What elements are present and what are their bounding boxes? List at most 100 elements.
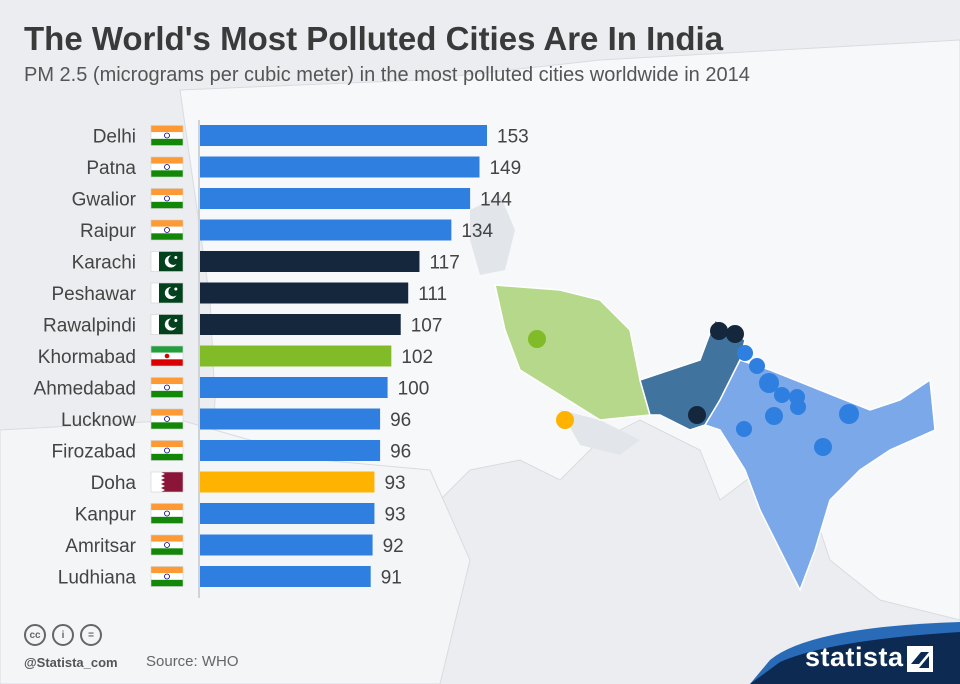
- value-label: 96: [390, 442, 411, 463]
- bar: [200, 188, 471, 209]
- flag-icon-pakistan: [150, 251, 184, 272]
- bar: [200, 125, 487, 146]
- value-label: 107: [411, 316, 443, 337]
- bar: [200, 219, 452, 241]
- city-marker-pakistan: [710, 322, 728, 340]
- bar: [200, 471, 375, 493]
- category-label: Doha: [91, 473, 137, 494]
- flag-icon-india: [150, 408, 184, 430]
- value-label: 92: [383, 536, 404, 557]
- bar-row: Patna 149: [86, 156, 521, 179]
- flag-icon-india: [150, 188, 184, 209]
- bar-row: Amritsar 92: [65, 534, 404, 557]
- city-marker-india: [737, 345, 753, 361]
- bar-row: Doha 93: [91, 471, 406, 494]
- attribution-icon: i: [52, 624, 74, 646]
- value-label: 91: [381, 568, 402, 589]
- source-label: Source: WHO: [146, 653, 239, 670]
- flag-icon-india: [150, 156, 184, 178]
- value-label: 111: [418, 284, 447, 305]
- flag-icon-india: [150, 219, 184, 241]
- bar-row: Delhi 153: [93, 125, 529, 148]
- category-label: Peshawar: [52, 284, 137, 305]
- city-marker-india: [839, 404, 859, 424]
- bar-row: Ahmedabad 100: [34, 377, 430, 400]
- city-marker-india: [814, 438, 832, 456]
- statista-logo-icon: [907, 646, 933, 672]
- bar: [200, 314, 401, 335]
- city-markers: [528, 322, 859, 456]
- bar-row: Raipur 134: [80, 219, 493, 242]
- category-label: Amritsar: [65, 536, 136, 557]
- bar: [200, 282, 409, 304]
- value-label: 149: [489, 158, 521, 179]
- category-label: Kanpur: [75, 505, 137, 526]
- bar-row: Firozabad 96: [52, 440, 411, 463]
- bar-row: Rawalpindi 107: [43, 314, 442, 337]
- bar: [200, 251, 420, 272]
- cc-icon: cc: [24, 624, 46, 646]
- bar-row: Khormabad 102: [38, 345, 433, 368]
- category-label: Firozabad: [52, 442, 137, 463]
- city-marker-india: [790, 399, 806, 415]
- city-marker-pakistan: [688, 406, 706, 424]
- category-label: Lucknow: [61, 410, 136, 431]
- value-label: 96: [390, 410, 411, 431]
- flag-icon-india: [150, 566, 184, 587]
- city-marker-india: [749, 358, 765, 374]
- category-label: Raipur: [80, 221, 137, 242]
- category-label: Karachi: [72, 253, 136, 274]
- bar-row: Kanpur 93: [75, 503, 406, 526]
- city-marker-india: [765, 407, 783, 425]
- category-label: Khormabad: [38, 347, 136, 368]
- flag-icon-qatar: [150, 471, 184, 493]
- value-label: 144: [480, 190, 512, 211]
- category-label: Ahmedabad: [34, 379, 136, 400]
- value-label: 134: [461, 221, 493, 242]
- category-label: Ludhiana: [58, 568, 137, 589]
- bar: [200, 503, 375, 524]
- bar-row: Ludhiana 91: [58, 566, 402, 589]
- category-label: Delhi: [93, 127, 136, 148]
- flag-icon-pakistan: [150, 282, 184, 304]
- city-marker-india: [759, 373, 779, 393]
- value-label: 100: [398, 379, 430, 400]
- category-label: Rawalpindi: [43, 316, 136, 337]
- sea-gulf: [560, 410, 640, 455]
- value-label: 93: [384, 473, 405, 494]
- value-label: 153: [497, 127, 529, 148]
- bar-row: Peshawar 111: [52, 282, 447, 305]
- flag-icon-iran: [150, 345, 184, 367]
- license-icons: cc i =: [24, 624, 102, 646]
- city-marker-pakistan: [726, 325, 744, 343]
- flag-icon-india: [150, 534, 184, 556]
- category-label: Gwalior: [72, 190, 137, 211]
- flag-icon-india: [150, 503, 184, 524]
- value-label: 117: [429, 253, 459, 274]
- bar: [200, 345, 392, 367]
- chart-subtitle: PM 2.5 (micrograms per cubic meter) in t…: [24, 64, 750, 86]
- bar: [200, 440, 381, 461]
- chart-title: The World's Most Polluted Cities Are In …: [24, 20, 724, 57]
- city-marker-india: [774, 387, 790, 403]
- flag-icon-india: [150, 377, 184, 398]
- bar: [200, 156, 480, 178]
- flag-icon-india: [150, 125, 184, 146]
- flag-icon-india: [150, 440, 184, 461]
- city-marker-india: [736, 421, 752, 437]
- value-label: 102: [401, 347, 433, 368]
- sea-caspian: [470, 195, 515, 275]
- category-label: Patna: [86, 158, 136, 179]
- brand-logo-text[interactable]: statista: [805, 642, 904, 672]
- twitter-handle[interactable]: @Statista_com: [24, 655, 118, 670]
- bar: [200, 408, 381, 430]
- no-derivatives-icon: =: [80, 624, 102, 646]
- bar-row: Lucknow 96: [61, 408, 411, 431]
- map-india: [703, 359, 936, 592]
- city-marker-qatar: [556, 411, 574, 429]
- bar: [200, 534, 373, 556]
- value-label: 93: [384, 505, 405, 526]
- bar-row: Karachi 117: [72, 251, 460, 274]
- bar: [200, 566, 371, 587]
